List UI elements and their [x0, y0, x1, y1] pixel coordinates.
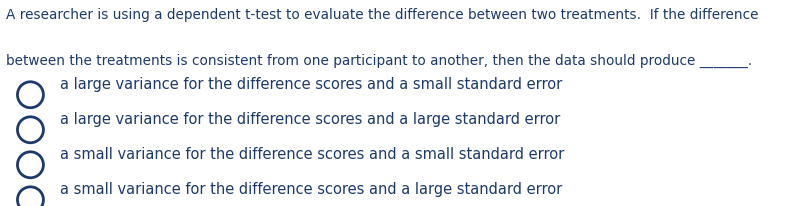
Text: a small variance for the difference scores and a small standard error: a small variance for the difference scor…: [60, 147, 565, 162]
Text: a large variance for the difference scores and a small standard error: a large variance for the difference scor…: [60, 77, 562, 92]
Text: a large variance for the difference scores and a large standard error: a large variance for the difference scor…: [60, 112, 561, 127]
Text: a small variance for the difference scores and a large standard error: a small variance for the difference scor…: [60, 182, 562, 197]
Text: A researcher is using a dependent t-test to evaluate the difference between two : A researcher is using a dependent t-test…: [6, 8, 759, 22]
Text: between the treatments is consistent from one participant to another, then the d: between the treatments is consistent fro…: [6, 54, 753, 68]
